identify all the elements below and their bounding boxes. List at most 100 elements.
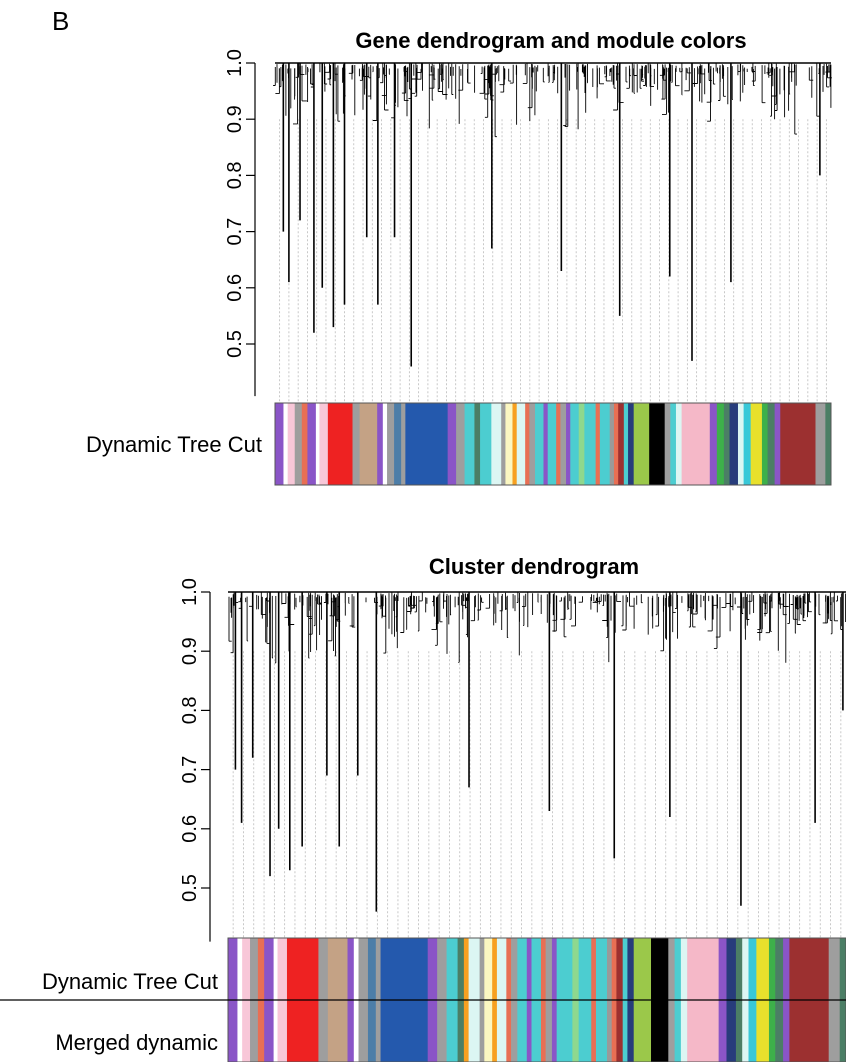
y-axis: 0.5 0.6 0.7 0.8 0.9 1.0: [179, 578, 211, 942]
module-color-segment: [237, 1000, 243, 1062]
module-color-segment: [380, 938, 429, 1000]
module-color-segment: [257, 938, 265, 1000]
chart-title: Cluster dendrogram: [429, 554, 639, 579]
module-color-segment: [367, 1000, 377, 1062]
module-color-segment: [516, 403, 526, 485]
module-color-segment: [828, 1000, 841, 1062]
module-color-segment: [613, 403, 619, 485]
module-color-segment: [572, 1000, 580, 1062]
module-color-segment: [767, 403, 776, 485]
module-color-segment: [584, 403, 597, 485]
module-color-segment: [742, 1000, 749, 1062]
module-color-segment: [480, 403, 492, 485]
module-color-segment: [737, 403, 745, 485]
module-color-segment: [512, 403, 518, 485]
module-color-segment: [606, 1000, 613, 1062]
module-color-segment: [618, 403, 625, 485]
module-color-segment: [250, 938, 259, 1000]
module-color-segment: [531, 1000, 542, 1062]
module-color-segment: [674, 938, 682, 1000]
module-color-segment: [427, 938, 438, 1000]
module-color-segment: [543, 403, 549, 485]
module-color-segment: [627, 1000, 635, 1062]
module-color-segment: [492, 938, 498, 1000]
chart-gene-dendrogram: Gene dendrogram and module colors 0.5 0.6…: [86, 28, 832, 486]
module-color-segment: [789, 938, 830, 1000]
dendrogram-tree: [228, 591, 846, 938]
module-color-segment: [595, 403, 601, 485]
module-color-segment: [828, 938, 841, 1000]
module-color-segment: [318, 938, 329, 1000]
module-color-segment: [649, 403, 666, 485]
module-color-segment: [718, 1000, 727, 1062]
module-color-segment: [839, 938, 846, 1000]
module-color-segment: [264, 938, 275, 1000]
module-color-segment: [775, 1000, 784, 1062]
module-color-segment: [367, 938, 377, 1000]
module-color-segment: [463, 938, 470, 1000]
module-color-segment: [474, 403, 481, 485]
module-color-segment: [709, 403, 718, 485]
module-color-segment: [651, 1000, 669, 1062]
y-tick-label: 0.5: [179, 874, 201, 902]
y-tick-label: 0.8: [224, 161, 246, 189]
module-color-segment: [228, 938, 238, 1000]
module-color-segment: [353, 1000, 360, 1062]
module-color-segment: [286, 938, 319, 1000]
module-color-segment: [540, 938, 547, 1000]
module-color-segment: [735, 938, 743, 1000]
module-color-segment: [387, 403, 395, 485]
module-color-segment: [479, 1000, 485, 1062]
y-tick-label: 0.6: [224, 274, 246, 302]
module-color-segment: [535, 403, 544, 485]
module-color-segment: [501, 403, 506, 485]
module-color-segment: [294, 403, 303, 485]
module-color-segment: [616, 938, 624, 1000]
module-color-segment: [380, 1000, 429, 1062]
module-color-segment: [616, 1000, 624, 1062]
module-color-segment: [723, 403, 731, 485]
module-color-segment: [551, 938, 558, 1000]
module-color-segment: [622, 1000, 628, 1062]
module-color-segment: [479, 938, 485, 1000]
y-tick-label: 0.5: [224, 330, 246, 358]
module-color-segment: [628, 403, 635, 485]
module-color-segment: [228, 1000, 238, 1062]
module-color-segment: [540, 1000, 547, 1062]
module-color-segment: [464, 403, 475, 485]
chart-cluster-dendrogram: Cluster dendrogram 0.5 0.6 0.7 0.8 0.9 1.0 Dy…: [0, 554, 846, 1062]
module-color-segment: [484, 938, 493, 1000]
y-tick-label: 0.9: [179, 637, 201, 665]
module-color-segment: [446, 1000, 459, 1062]
module-color-segment: [242, 938, 251, 1000]
module-color-segment: [463, 1000, 470, 1062]
module-color-segment: [287, 403, 296, 485]
module-color-segment: [595, 1000, 608, 1062]
module-color-segment: [591, 938, 597, 1000]
module-color-rows: [274, 402, 832, 486]
row-label-merged-dynamic: Merged dynamic: [55, 1030, 218, 1055]
module-color-segment: [301, 403, 308, 485]
module-color-segment: [375, 938, 382, 1000]
module-color-segment: [716, 403, 725, 485]
y-tick-label: 1.0: [224, 49, 246, 77]
module-color-segment: [382, 403, 388, 485]
module-color-segment: [257, 1000, 265, 1062]
leaf-texture: [228, 592, 846, 664]
module-color-segment: [545, 1000, 553, 1062]
module-color-segment: [783, 938, 790, 1000]
module-color-segment: [675, 403, 683, 485]
row-label-dynamic-tree-cut: Dynamic Tree Cut: [42, 969, 218, 994]
module-color-segment: [237, 938, 243, 1000]
module-color-segment: [815, 403, 826, 485]
module-color-segment: [742, 938, 749, 1000]
module-color-segment: [789, 1000, 830, 1062]
y-tick-label: 1.0: [179, 578, 201, 606]
module-color-segment: [250, 1000, 259, 1062]
module-color-segment: [623, 403, 629, 485]
module-color-segment: [775, 938, 784, 1000]
y-tick-label: 0.8: [179, 696, 201, 724]
module-color-segment: [242, 1000, 251, 1062]
module-color-segment: [591, 1000, 597, 1062]
module-color-segment: [551, 1000, 558, 1062]
